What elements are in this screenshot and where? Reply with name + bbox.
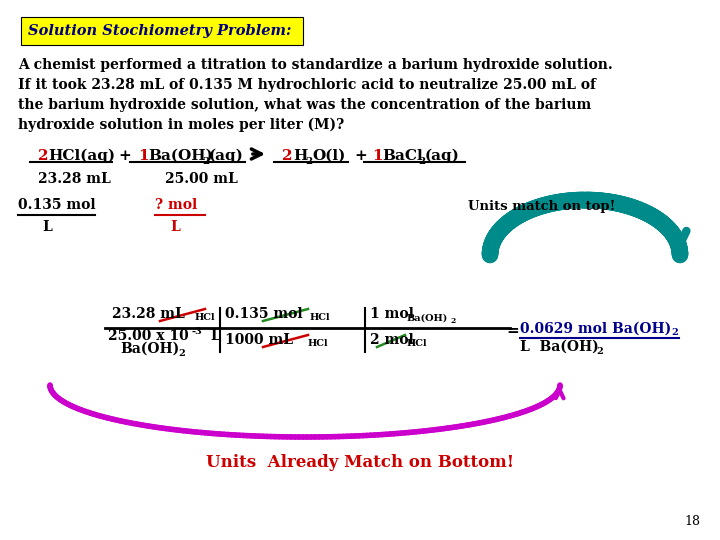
Text: 25.00 mL: 25.00 mL	[165, 172, 238, 186]
Text: HCl(aq): HCl(aq)	[48, 148, 115, 163]
Text: L: L	[206, 329, 220, 343]
Text: +: +	[354, 149, 366, 163]
Text: If it took 23.28 mL of 0.135 M hydrochloric acid to neutralize 25.00 mL of: If it took 23.28 mL of 0.135 M hydrochlo…	[18, 78, 596, 92]
Text: 2: 2	[671, 328, 678, 337]
Text: +: +	[118, 149, 131, 163]
Text: 2: 2	[596, 347, 603, 356]
Text: hydroxide solution in moles per liter (M)?: hydroxide solution in moles per liter (M…	[18, 118, 344, 132]
Text: L  Ba(OH): L Ba(OH)	[520, 340, 599, 354]
Text: 0.0629 mol Ba(OH): 0.0629 mol Ba(OH)	[520, 322, 671, 336]
Text: L: L	[170, 220, 180, 234]
Text: Units  Already Match on Bottom!: Units Already Match on Bottom!	[206, 454, 514, 471]
Text: BaCl: BaCl	[382, 149, 423, 163]
Text: 2: 2	[450, 317, 455, 325]
Text: 1: 1	[138, 149, 148, 163]
Text: 0.135 mol: 0.135 mol	[18, 198, 96, 212]
Text: 18: 18	[684, 515, 700, 528]
Text: H: H	[293, 149, 307, 163]
Text: 2: 2	[38, 149, 48, 163]
Text: (aq): (aq)	[425, 148, 460, 163]
Text: Ba(OH): Ba(OH)	[120, 342, 179, 356]
Text: ? mol: ? mol	[155, 198, 197, 212]
Text: 2: 2	[202, 157, 210, 166]
Text: 23.28 mL: 23.28 mL	[112, 307, 185, 321]
Text: HCl: HCl	[407, 340, 428, 348]
Text: 0.135 mol: 0.135 mol	[225, 307, 302, 321]
Text: 1: 1	[372, 149, 382, 163]
Text: HCl: HCl	[195, 314, 215, 322]
Text: Ba(OH): Ba(OH)	[148, 149, 213, 163]
Text: 2: 2	[178, 349, 185, 359]
Text: 1 mol: 1 mol	[370, 307, 414, 321]
Text: L: L	[42, 220, 52, 234]
Text: 2: 2	[418, 157, 426, 166]
Text: Solution Stochiometry Problem:: Solution Stochiometry Problem:	[28, 24, 292, 38]
Text: 1000 mL: 1000 mL	[225, 333, 293, 347]
Text: 23.28 mL: 23.28 mL	[38, 172, 111, 186]
Text: 2: 2	[282, 149, 292, 163]
Text: 2 mol: 2 mol	[370, 333, 414, 347]
Text: HCl: HCl	[310, 314, 330, 322]
FancyBboxPatch shape	[21, 17, 303, 45]
Text: 25.00 x 10: 25.00 x 10	[108, 329, 189, 343]
Text: =: =	[506, 324, 518, 338]
Text: (aq): (aq)	[209, 148, 244, 163]
Text: Units match on top!: Units match on top!	[468, 200, 616, 213]
Text: O(l): O(l)	[312, 149, 346, 163]
Text: A chemist performed a titration to standardize a barium hydroxide solution.: A chemist performed a titration to stand…	[18, 58, 613, 72]
Text: Ba(OH): Ba(OH)	[407, 314, 449, 322]
Text: the barium hydroxide solution, what was the concentration of the barium: the barium hydroxide solution, what was …	[18, 98, 591, 112]
Text: HCl: HCl	[308, 340, 328, 348]
Text: 2: 2	[305, 157, 312, 166]
Text: -3: -3	[192, 327, 203, 335]
